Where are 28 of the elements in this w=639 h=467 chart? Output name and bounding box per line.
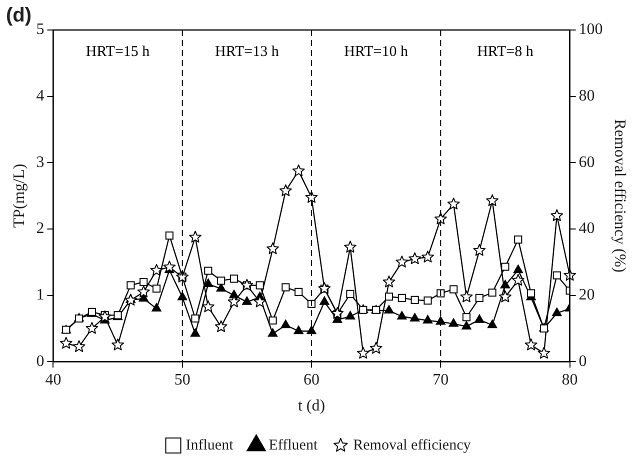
x-tick-label: 80: [562, 371, 578, 388]
y2-axis-title: Removal efficiency (%): [611, 119, 628, 273]
annotation: HRT=13 h: [215, 44, 280, 60]
x-tick-label: 40: [45, 371, 62, 388]
x-tick-label: 60: [304, 371, 320, 388]
y2-tick-label: 20: [578, 286, 595, 304]
y-tick-label: 4: [36, 88, 44, 105]
y-tick-label: 2: [36, 220, 44, 238]
y2-tick-label: 80: [578, 88, 595, 105]
legend-label: Removal efficiency: [353, 437, 472, 454]
y2-tick-label: 40: [578, 220, 595, 238]
y-tick-label: 1: [36, 286, 44, 304]
x-tick-label: 70: [432, 371, 449, 388]
y-tick-label: 3: [36, 154, 44, 171]
annotation: HRT=8 h: [477, 44, 534, 60]
y2-tick-label: 60: [578, 154, 595, 171]
x-axis-title: t (d): [298, 398, 326, 415]
y-tick-label: 0: [36, 352, 44, 370]
annotation: HRT=10 h: [344, 44, 408, 60]
x-tick-label: 50: [174, 371, 190, 388]
y2-tick-label: 0: [578, 352, 587, 370]
y-tick-label: 5: [36, 21, 44, 38]
legend-label: Effluent: [268, 437, 318, 454]
y-axis-title: TP(mg/L): [10, 164, 28, 228]
annotation: HRT=15 h: [86, 44, 150, 60]
legend-label: Influent: [186, 437, 234, 454]
chart-title: (d): [6, 4, 32, 27]
y2-tick-label: 100: [578, 21, 603, 38]
